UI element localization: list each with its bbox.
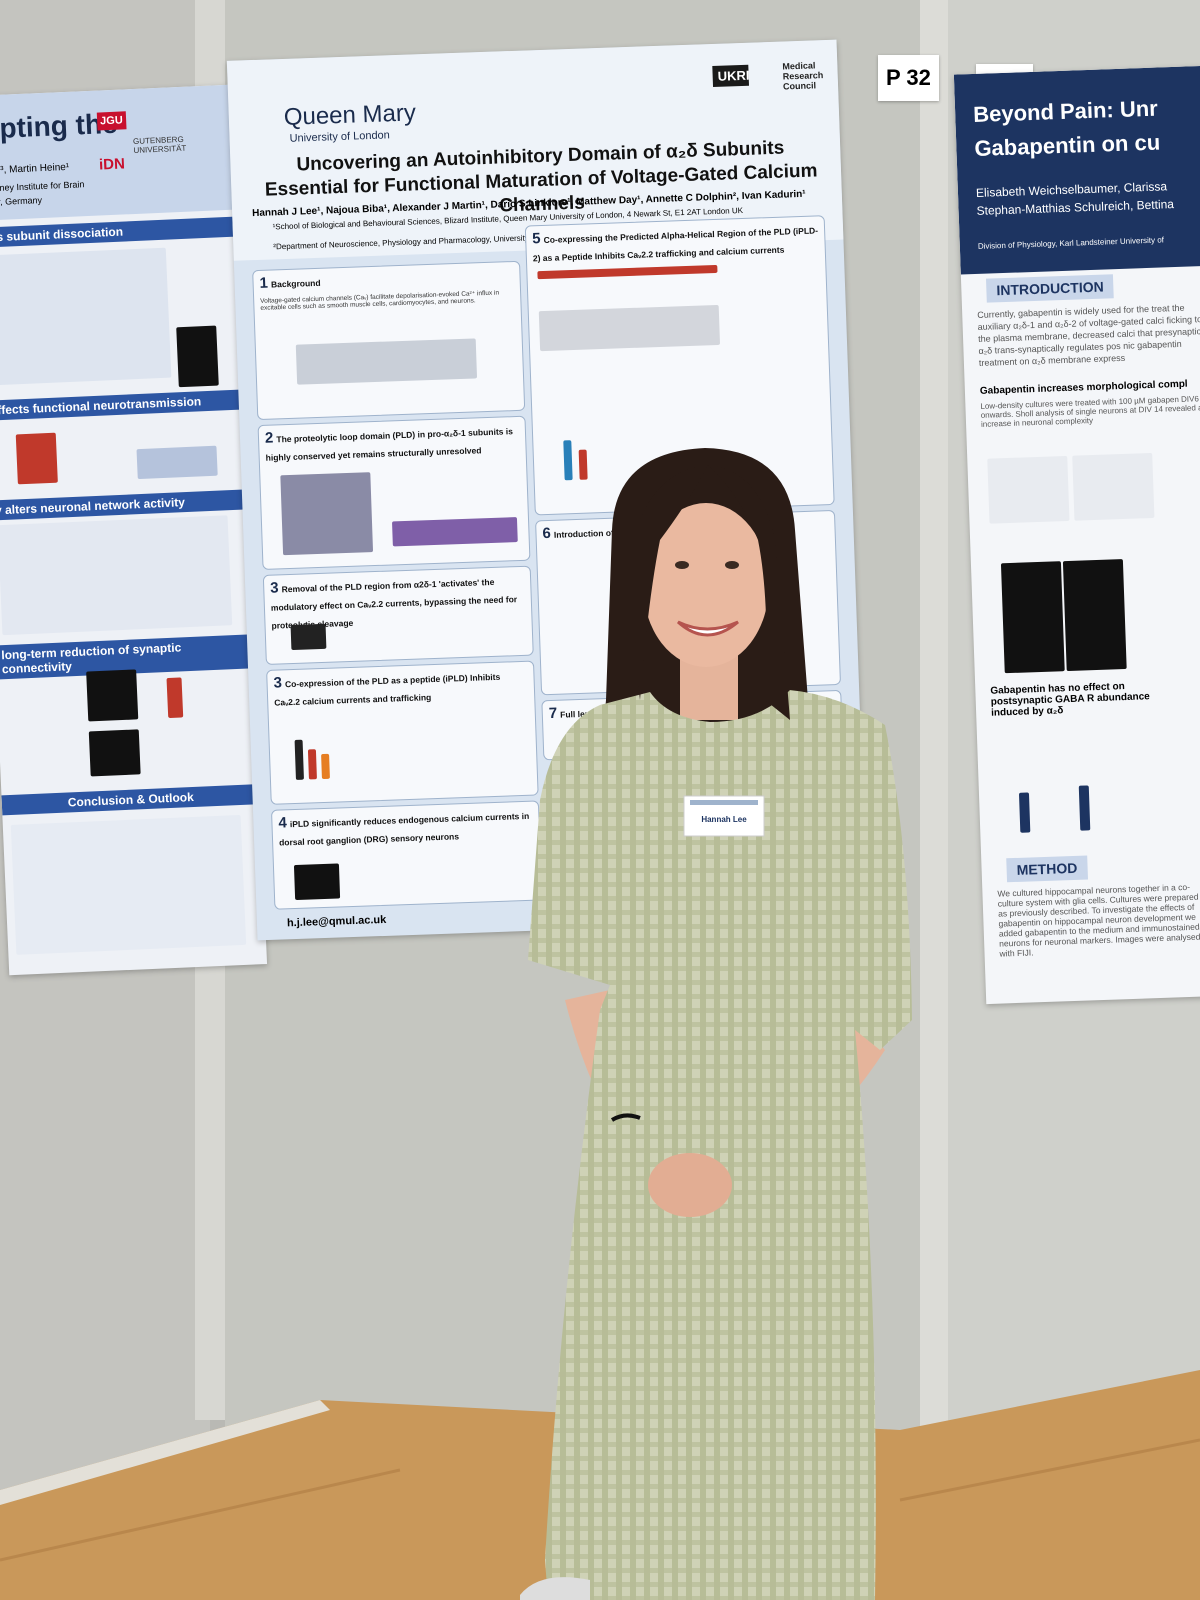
hands xyxy=(648,1153,732,1217)
eye xyxy=(725,561,739,569)
badge-header xyxy=(690,800,758,805)
smile xyxy=(676,620,739,637)
shoe xyxy=(520,1577,590,1600)
face xyxy=(643,503,769,667)
bracelet xyxy=(610,1113,641,1122)
board-label: P 32 xyxy=(878,55,939,101)
board-post xyxy=(920,0,948,1560)
dress xyxy=(528,690,912,1600)
skirting xyxy=(0,1400,330,1505)
hair-front xyxy=(708,465,790,720)
eye xyxy=(675,561,689,569)
badge-name: Hannah Lee xyxy=(701,815,747,824)
floor-line xyxy=(899,1438,1200,1502)
floor-line xyxy=(0,1468,401,1562)
hair-front xyxy=(635,465,708,700)
